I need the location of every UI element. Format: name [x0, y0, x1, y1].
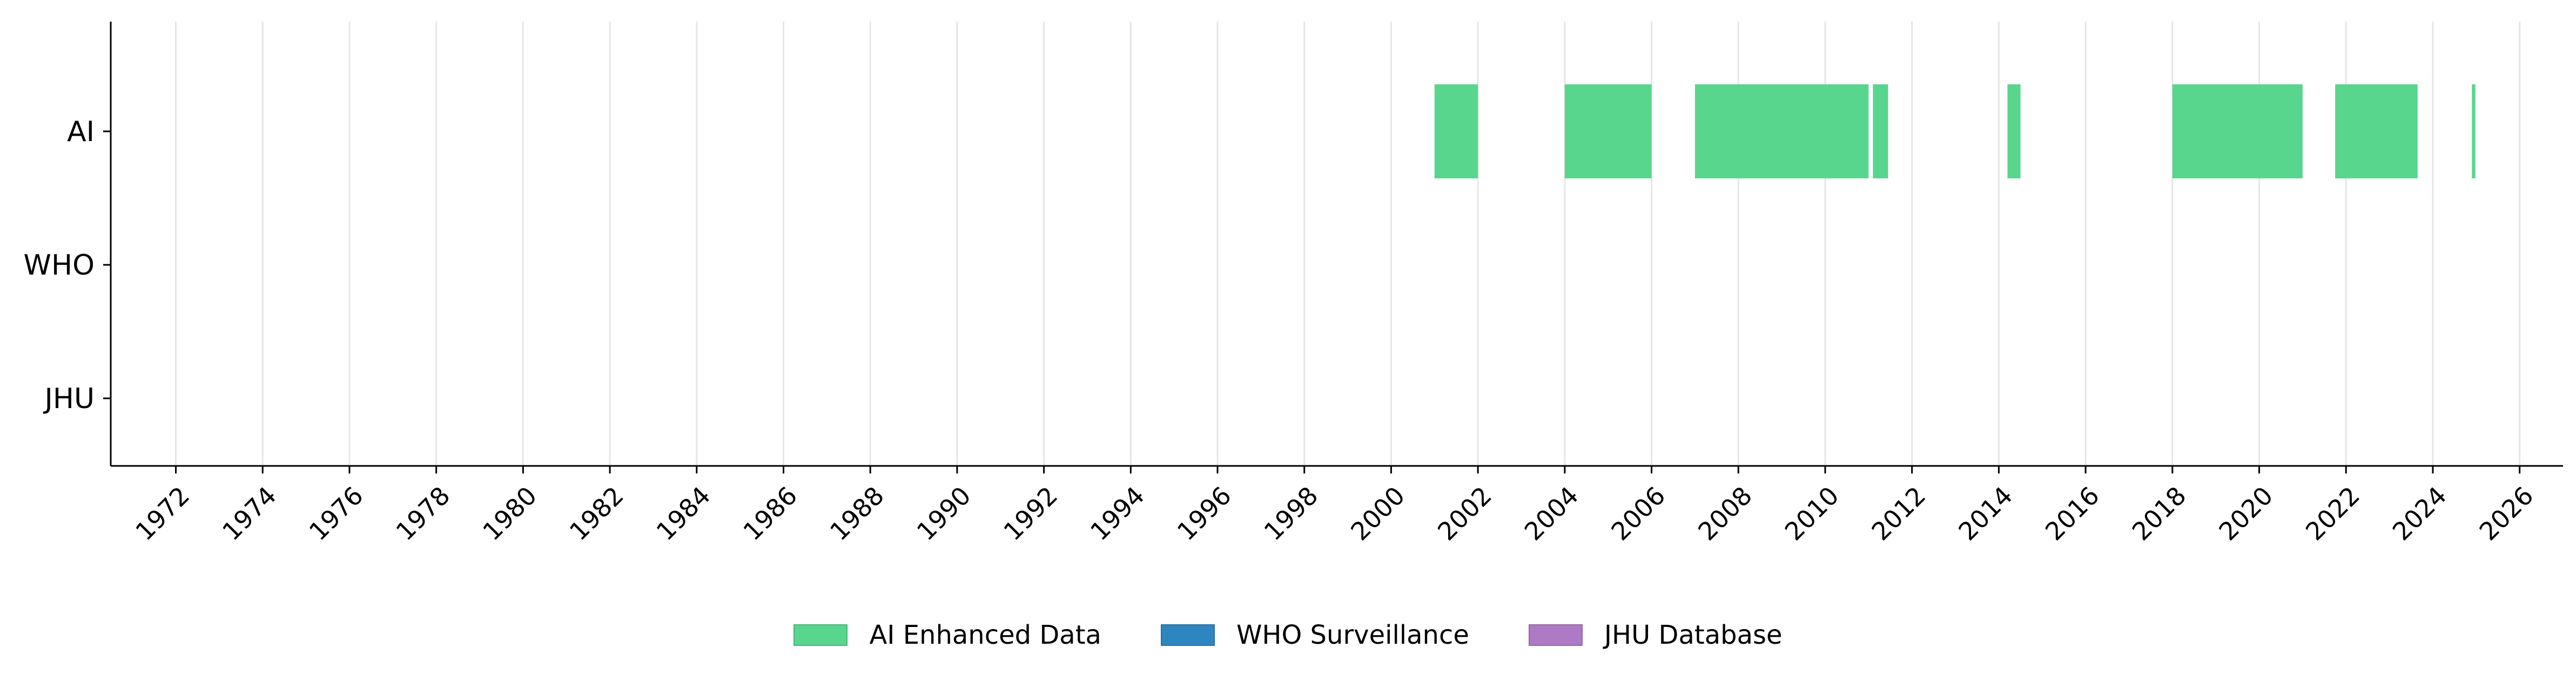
x-tick-label: 2026 [2473, 481, 2539, 546]
bar-segment [1434, 84, 1478, 178]
legend-label: JHU Database [1604, 620, 1783, 650]
legend-label: AI Enhanced Data [869, 620, 1101, 650]
x-tick-label: 1972 [130, 481, 195, 546]
legend-label: WHO Surveillance [1236, 620, 1469, 650]
x-tick-label: 1988 [824, 481, 890, 546]
legend-item: AI Enhanced Data [793, 620, 1101, 650]
x-tick-label: 1980 [477, 481, 542, 546]
x-tick-label: 1998 [1259, 481, 1324, 546]
x-tick-label: 1978 [390, 481, 455, 546]
legend-swatch [793, 624, 848, 646]
bar-segment [2172, 84, 2303, 178]
gridlines [175, 22, 2521, 466]
x-tick-label: 2004 [1519, 481, 1584, 546]
x-tick-label: 1994 [1085, 481, 1150, 546]
x-tick-label: 2012 [1866, 481, 1931, 546]
x-tick-label: 1974 [217, 481, 282, 546]
y-tick-label: JHU [43, 383, 95, 415]
bar-segment [1873, 84, 1888, 178]
x-tick-label: 1984 [651, 481, 716, 546]
x-tick-label: 2006 [1605, 481, 1671, 546]
data-bars [1434, 84, 2476, 178]
legend-item: WHO Surveillance [1160, 620, 1469, 650]
bar-segment [1694, 84, 1869, 178]
bar-segment [1564, 84, 1652, 178]
bar-segment [2472, 84, 2476, 178]
x-tick-label: 1976 [304, 481, 369, 546]
x-tick-label: 2014 [1953, 481, 2018, 546]
x-tick-label: 1990 [911, 481, 977, 546]
legend-swatch [1160, 624, 1215, 646]
y-tick-label: WHO [24, 249, 95, 282]
x-tick-label: 2010 [1779, 481, 1845, 546]
x-tick-label: 2002 [1432, 481, 1497, 546]
x-tick-label: 2020 [2213, 481, 2278, 546]
legend: AI Enhanced Data WHO Surveillance JHU Data… [0, 611, 2576, 659]
legend-item: JHU Database [1528, 620, 1783, 650]
x-tick-label: 2018 [2127, 481, 2192, 546]
x-tick-label: 1982 [564, 481, 629, 546]
x-tick-label: 1992 [998, 481, 1063, 546]
bar-segment [2335, 84, 2418, 178]
x-tick-label: 1986 [737, 481, 803, 546]
y-tick-label: AI [67, 116, 95, 148]
x-tick-label: 2022 [2300, 481, 2365, 546]
bar-segment [2007, 84, 2021, 178]
x-tick-label: 2016 [2040, 481, 2105, 546]
x-tick-label: 2008 [1692, 481, 1758, 546]
legend-swatch [1528, 624, 1583, 646]
x-tick-label: 1996 [1172, 481, 1237, 546]
x-tick-label: 2000 [1345, 481, 1410, 546]
x-tick-label: 2024 [2387, 481, 2452, 546]
